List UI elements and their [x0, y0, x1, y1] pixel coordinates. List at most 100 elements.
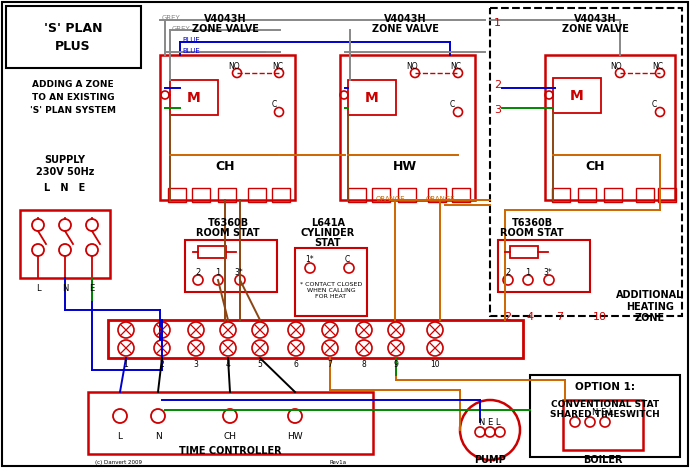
- Text: CYLINDER: CYLINDER: [301, 228, 355, 238]
- Text: V4043H: V4043H: [573, 14, 616, 24]
- Text: NO: NO: [610, 62, 622, 71]
- Text: 3: 3: [494, 105, 501, 115]
- Text: 6: 6: [293, 360, 299, 369]
- Bar: [636, 188, 654, 202]
- Text: T6360B: T6360B: [208, 218, 248, 228]
- Bar: [530, 375, 680, 457]
- Text: 10: 10: [593, 312, 607, 322]
- Text: C: C: [450, 100, 455, 109]
- Text: CH: CH: [585, 160, 604, 173]
- Text: 2: 2: [195, 268, 201, 277]
- Text: N: N: [62, 284, 68, 293]
- Bar: [604, 188, 622, 202]
- Bar: [348, 80, 396, 115]
- Text: 2: 2: [504, 312, 511, 322]
- Text: 4: 4: [526, 312, 533, 322]
- Text: 2: 2: [505, 268, 511, 277]
- Bar: [578, 188, 596, 202]
- Bar: [372, 188, 390, 202]
- Bar: [545, 55, 675, 200]
- Bar: [553, 78, 601, 113]
- Text: 1: 1: [525, 268, 531, 277]
- Text: * CONTACT CLOSED
WHEN CALLING
FOR HEAT: * CONTACT CLOSED WHEN CALLING FOR HEAT: [300, 282, 362, 299]
- Text: NO: NO: [228, 62, 239, 71]
- Text: ORANGE: ORANGE: [375, 196, 405, 202]
- Text: 1: 1: [215, 268, 221, 277]
- Text: BLUE: BLUE: [182, 48, 199, 54]
- Text: NC: NC: [272, 62, 283, 71]
- Text: OPTION 1:: OPTION 1:: [575, 382, 635, 392]
- Text: PUMP: PUMP: [474, 455, 506, 465]
- Text: 1*: 1*: [306, 255, 315, 264]
- Text: C: C: [652, 100, 658, 109]
- Text: E: E: [90, 284, 95, 293]
- Bar: [198, 246, 226, 258]
- Text: BLUE: BLUE: [182, 37, 199, 43]
- Bar: [498, 240, 590, 292]
- Bar: [192, 188, 210, 202]
- Bar: [170, 80, 218, 115]
- Text: TIME CONTROLLER: TIME CONTROLLER: [179, 446, 282, 456]
- Text: ORANGE: ORANGE: [425, 196, 455, 202]
- Text: 3: 3: [194, 360, 199, 369]
- Text: L   N   E: L N E: [44, 183, 86, 193]
- Text: T6360B: T6360B: [511, 218, 553, 228]
- Text: 9: 9: [393, 360, 398, 369]
- Text: 1: 1: [494, 18, 501, 28]
- Bar: [20, 210, 110, 278]
- Bar: [185, 240, 277, 292]
- Text: V4043H: V4043H: [384, 14, 426, 24]
- Text: GREY: GREY: [172, 26, 190, 32]
- Text: ROOM STAT: ROOM STAT: [196, 228, 260, 238]
- Text: BOILER: BOILER: [583, 455, 623, 465]
- Text: 7: 7: [328, 360, 333, 369]
- Bar: [348, 188, 366, 202]
- Text: V4043H: V4043H: [204, 14, 246, 24]
- Bar: [88, 392, 373, 454]
- Bar: [552, 188, 570, 202]
- Text: N: N: [155, 432, 161, 441]
- Text: 'S' PLAN SYSTEM: 'S' PLAN SYSTEM: [30, 106, 116, 115]
- Text: ZONE VALVE: ZONE VALVE: [562, 24, 629, 34]
- Text: (c) Danvert 2009: (c) Danvert 2009: [95, 460, 142, 465]
- Text: M: M: [570, 89, 584, 103]
- Bar: [108, 320, 523, 358]
- Text: 8: 8: [362, 360, 366, 369]
- Text: N E L: N E L: [592, 408, 613, 417]
- Bar: [160, 55, 295, 200]
- Bar: [248, 188, 266, 202]
- Text: C: C: [272, 100, 277, 109]
- Bar: [272, 188, 290, 202]
- Bar: [490, 8, 682, 316]
- Text: CONVENTIONAL STAT
SHARED TIMESWITCH: CONVENTIONAL STAT SHARED TIMESWITCH: [550, 400, 660, 419]
- Text: PLUS: PLUS: [55, 40, 91, 53]
- Bar: [295, 248, 367, 316]
- Text: NC: NC: [450, 62, 461, 71]
- Text: ADDING A ZONE: ADDING A ZONE: [32, 80, 114, 89]
- Text: SUPPLY: SUPPLY: [44, 155, 86, 165]
- Text: N E L: N E L: [480, 418, 501, 427]
- Bar: [168, 188, 186, 202]
- Text: TO AN EXISTING: TO AN EXISTING: [32, 93, 115, 102]
- Text: ROOM STAT: ROOM STAT: [500, 228, 564, 238]
- Text: ADDITIONAL
HEATING
ZONE: ADDITIONAL HEATING ZONE: [616, 290, 684, 323]
- Text: 230V 50Hz: 230V 50Hz: [36, 167, 95, 177]
- Text: HW: HW: [287, 432, 303, 441]
- Bar: [510, 246, 538, 258]
- Text: CH: CH: [215, 160, 235, 173]
- Text: GREY: GREY: [162, 15, 181, 21]
- Bar: [452, 188, 470, 202]
- Bar: [563, 400, 643, 450]
- Text: Rev1a: Rev1a: [330, 460, 347, 465]
- Bar: [6, 6, 141, 68]
- Text: 1: 1: [124, 360, 128, 369]
- Bar: [398, 188, 416, 202]
- Text: M: M: [365, 91, 379, 105]
- Text: 3*: 3*: [235, 268, 244, 277]
- Text: L: L: [117, 432, 123, 441]
- Text: C: C: [344, 255, 350, 264]
- Text: ZONE VALVE: ZONE VALVE: [192, 24, 259, 34]
- Bar: [658, 188, 676, 202]
- Text: L641A: L641A: [311, 218, 345, 228]
- Text: STAT: STAT: [315, 238, 342, 248]
